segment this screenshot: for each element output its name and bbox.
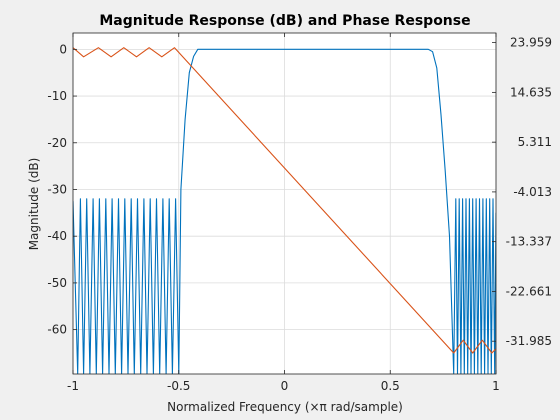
magnitude-response-line: [73, 48, 496, 374]
x-tick-label: 0: [281, 379, 289, 393]
y-axis-label: Magnitude (dB): [27, 158, 41, 251]
x-tick-label: -0.5: [167, 379, 190, 393]
axis-ticks: -1 -0.5 0 0.5 1 0 -10 -20 -30 -40 -50 -60 23.959 14.6…: [47, 33, 552, 393]
y-right-tick-label: -31.985: [506, 334, 552, 348]
x-tick-label: 1: [492, 379, 500, 393]
y-left-tick-label: -50: [47, 276, 67, 290]
series-layer: [73, 47, 496, 374]
y-left-tick-label: -30: [47, 182, 67, 196]
y-right-tick-label: 14.635: [510, 85, 552, 99]
y-right-tick-label: -4.013: [513, 185, 552, 199]
y-right-tick-label: -22.661: [506, 284, 552, 298]
chart-title: Magnitude Response (dB) and Phase Respon…: [99, 13, 470, 29]
y-left-tick-label: -60: [47, 323, 67, 337]
y-left-tick-label: -40: [47, 229, 67, 243]
phase-response-line: [73, 47, 496, 354]
y-right-tick-label: -13.337: [506, 235, 552, 249]
x-axis-label: Normalized Frequency (×π rad/sample): [167, 400, 403, 414]
y-left-tick-label: -10: [47, 89, 67, 103]
y-left-tick-label: 0: [59, 42, 67, 56]
y-left-tick-label: -20: [47, 136, 67, 150]
x-tick-label: -1: [67, 379, 79, 393]
y-right-tick-label: 5.311: [518, 135, 552, 149]
x-tick-label: 0.5: [381, 379, 400, 393]
y-right-tick-label: 23.959: [510, 36, 552, 50]
